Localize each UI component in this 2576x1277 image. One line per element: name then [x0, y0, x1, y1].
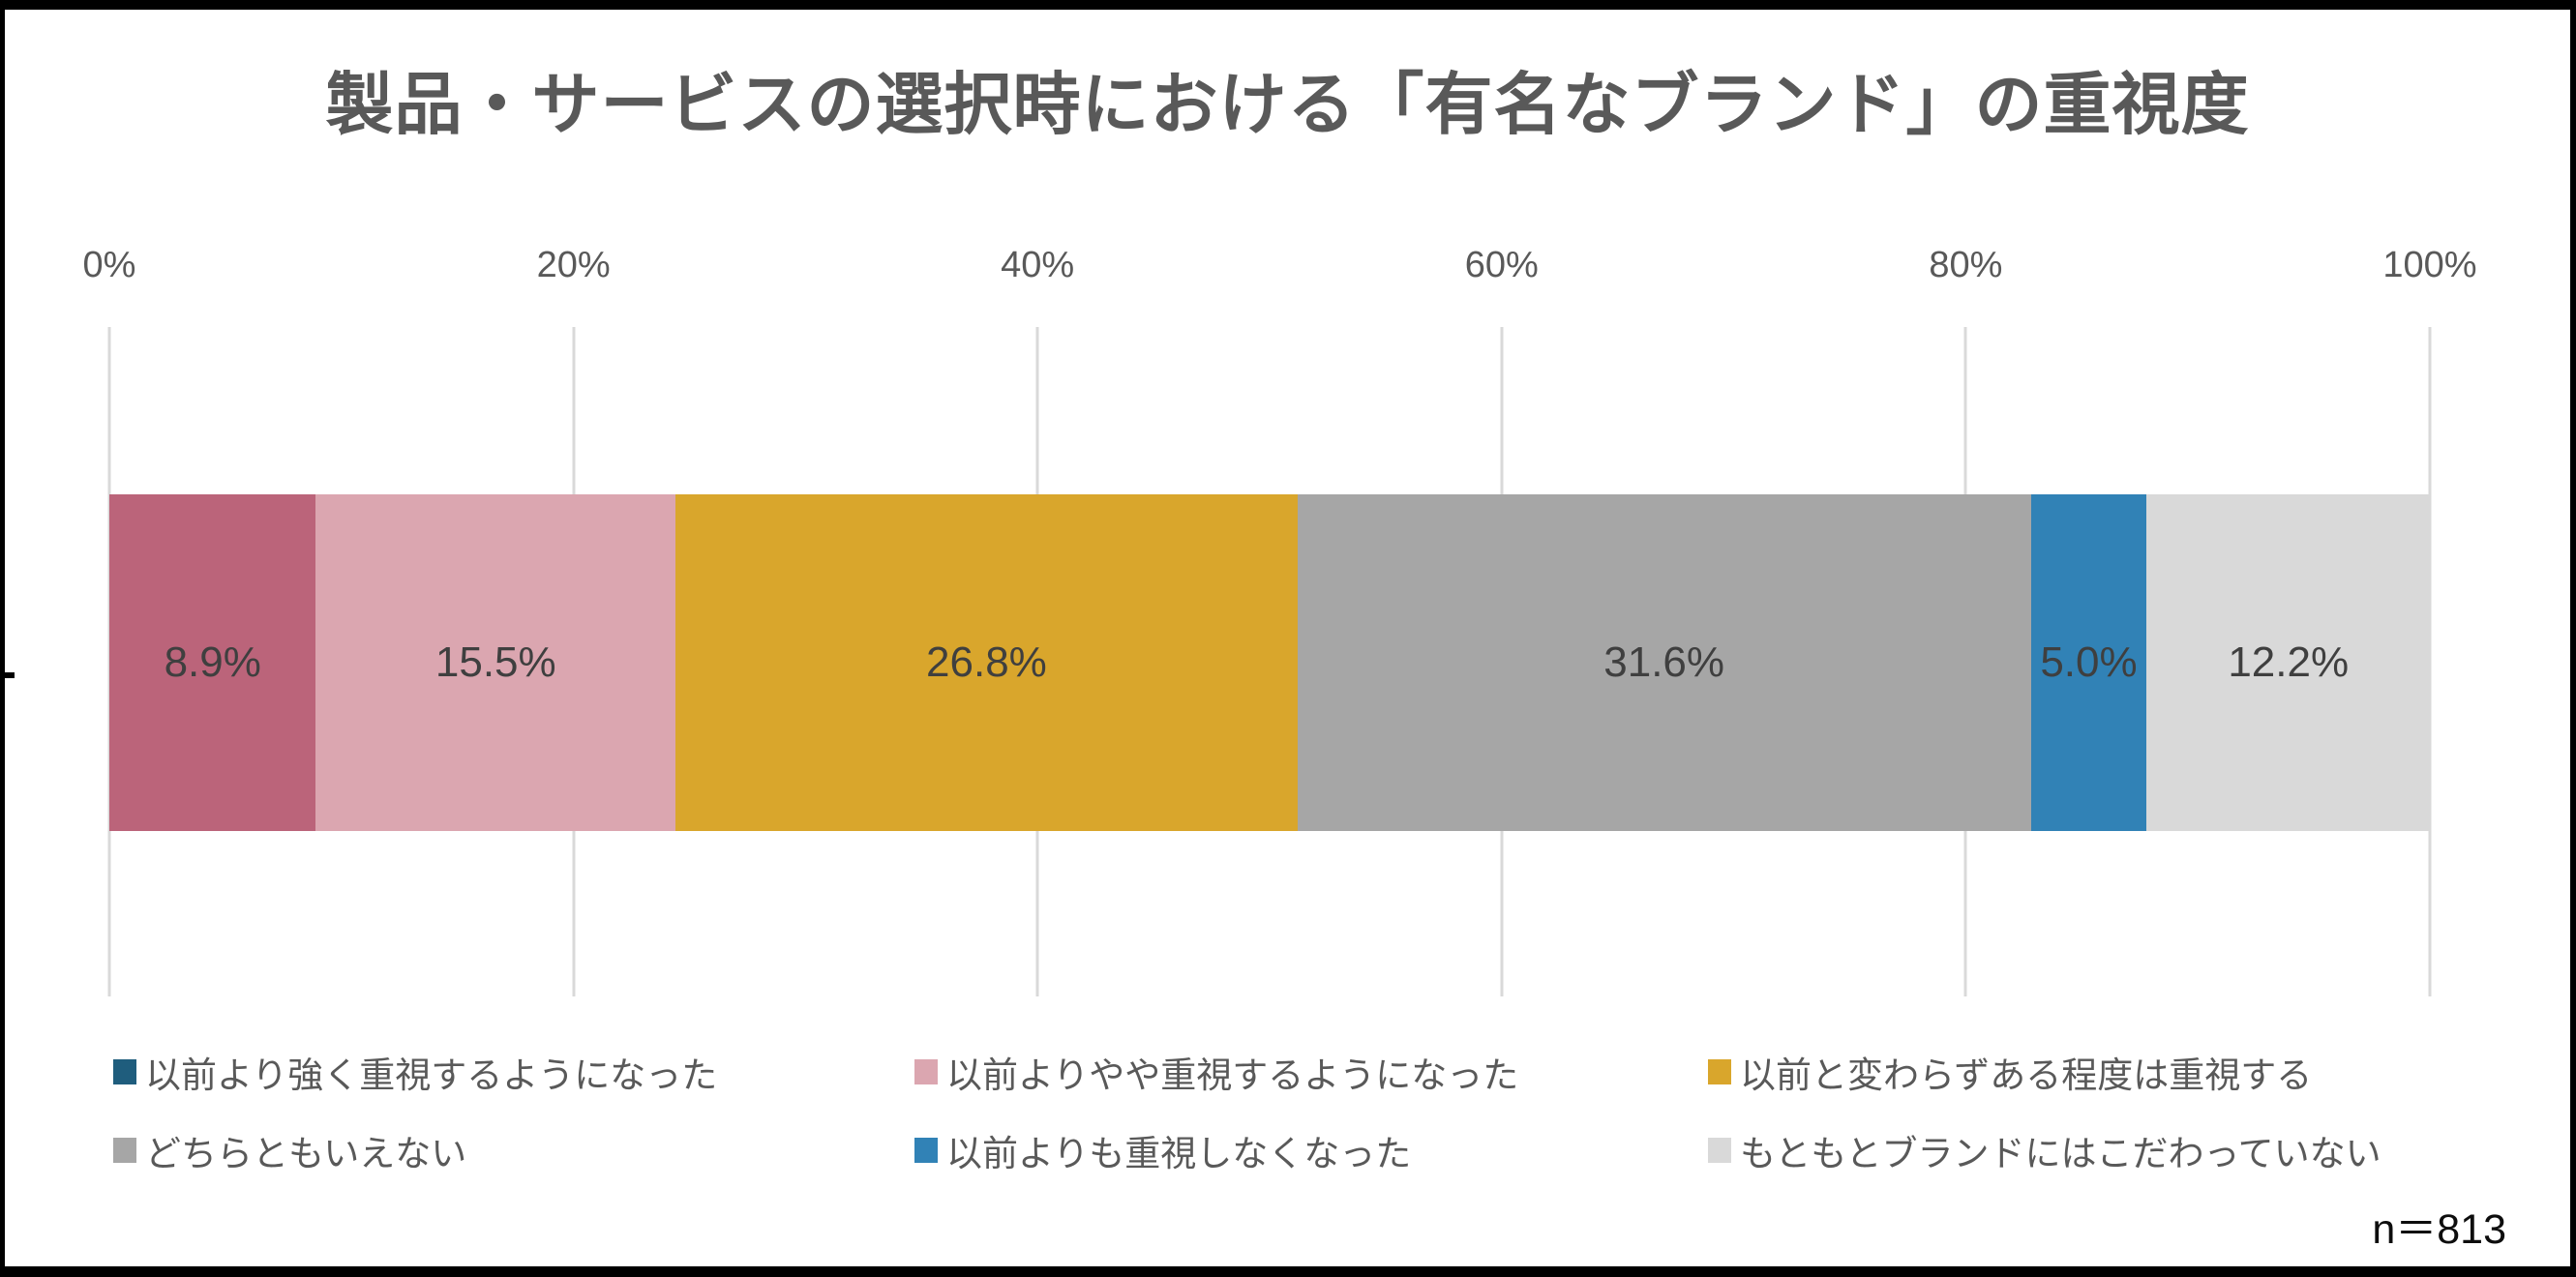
- bar-segment-value-label: 5.0%: [2040, 638, 2138, 686]
- bar-segment-less-emphasis: 5.0%: [2030, 494, 2147, 831]
- plot-area: 8.9% 15.5% 26.8% 31.6% 5.0% 12.2%: [107, 327, 2432, 996]
- bar-segment-value-label: 12.2%: [2228, 638, 2350, 686]
- legend-item: 以前と変わらずある程度は重視する: [1708, 1051, 2312, 1095]
- legend-item: どちらともいえない: [113, 1129, 466, 1173]
- gridline: [2428, 327, 2432, 996]
- legend-item: 以前よりやや重視するようになった: [914, 1051, 1518, 1095]
- frame-notch: [5, 672, 15, 678]
- legend-item: もともとブランドにはこだわっていない: [1708, 1129, 2381, 1173]
- bar-segment-value-label: 31.6%: [1603, 638, 1725, 686]
- bar-segment-value-label: 8.9%: [164, 638, 261, 686]
- legend-label: 以前と変わらずある程度は重視する: [1740, 1055, 2313, 1095]
- sample-size-label: n＝813: [2372, 1206, 2506, 1253]
- legend-item: 以前よりも重視しなくなった: [914, 1129, 1411, 1173]
- bar-segment-value-label: 15.5%: [434, 638, 556, 686]
- legend-swatch-icon: [113, 1059, 136, 1084]
- x-axis-tick-label: 20%: [536, 245, 611, 285]
- bar-segment-neither: 31.6%: [1297, 494, 2031, 831]
- bar-segment-same-as-before: 26.8%: [675, 494, 1298, 831]
- legend-label: どちらともいえない: [145, 1134, 467, 1173]
- bar-segment-somewhat-more-emphasis: 15.5%: [315, 494, 676, 831]
- chart-title: 製品・サービスの選択時における「有名なブランド」の重視度: [325, 67, 2250, 142]
- legend-swatch-icon: [1708, 1059, 1731, 1084]
- legend-label: 以前より強く重視するようになった: [145, 1055, 718, 1095]
- legend-item: 以前より強く重視するようになった: [113, 1051, 717, 1095]
- legend-label: 以前よりやや重視するようになった: [946, 1055, 1519, 1095]
- legend-swatch-icon: [1708, 1138, 1731, 1163]
- legend-label: 以前よりも重視しなくなった: [946, 1134, 1412, 1173]
- x-axis-tick-label: 40%: [1001, 245, 1075, 285]
- legend-swatch-icon: [113, 1138, 136, 1163]
- x-axis-tick-label: 80%: [1929, 245, 2003, 285]
- bar-segment-strongly-more-emphasis: 8.9%: [109, 494, 316, 831]
- stacked-bar: 8.9% 15.5% 26.8% 31.6% 5.0% 12.2%: [109, 494, 2430, 831]
- legend-label: もともとブランドにはこだわっていない: [1740, 1134, 2381, 1173]
- legend-swatch-icon: [914, 1138, 938, 1163]
- x-axis: 0% 20% 40% 60% 80% 100%: [83, 245, 2477, 293]
- bar-segment-value-label: 26.8%: [926, 638, 1047, 686]
- x-axis-tick-label: 0%: [82, 245, 136, 285]
- x-axis-tick-label: 100%: [2382, 245, 2477, 285]
- bar-segment-never-cared: 12.2%: [2146, 494, 2430, 831]
- x-axis-tick-label: 60%: [1464, 245, 1539, 285]
- legend-swatch-icon: [914, 1059, 938, 1084]
